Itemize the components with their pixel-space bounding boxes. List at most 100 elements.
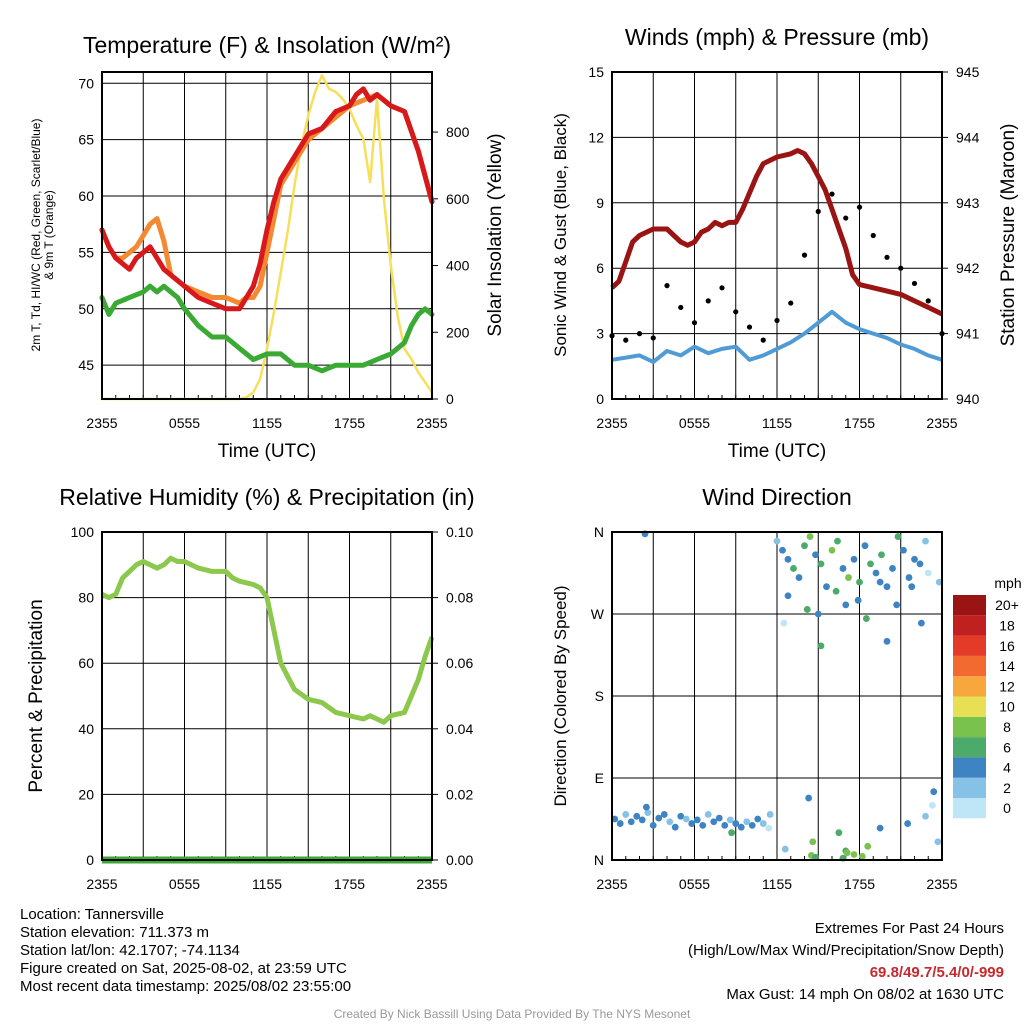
legend-swatch xyxy=(953,676,986,697)
series-temp xyxy=(99,86,435,312)
series-dewpoint xyxy=(99,283,435,374)
direction-point xyxy=(721,821,729,829)
legend-swatch xyxy=(953,737,986,758)
direction-point xyxy=(766,811,774,818)
y-tick-label: 3 xyxy=(596,326,604,342)
direction-point xyxy=(688,820,696,827)
legend-title: mph xyxy=(994,575,1021,591)
direction-point xyxy=(781,845,789,853)
gust-point xyxy=(856,204,863,210)
y-tick-label: 100 xyxy=(71,524,95,540)
gust-point xyxy=(760,337,766,343)
legend-label: 20+ xyxy=(995,597,1019,613)
direction-point xyxy=(817,642,825,650)
direction-point xyxy=(867,560,874,568)
direction-point xyxy=(858,852,866,860)
direction-point xyxy=(784,555,792,563)
y2-tick-label: 944 xyxy=(956,129,980,145)
direction-point xyxy=(710,818,718,826)
direction-point xyxy=(699,821,707,829)
direction-point xyxy=(666,818,674,826)
gust-point xyxy=(678,304,684,311)
plot-frame xyxy=(611,71,943,400)
station-location: Location: Tannersville xyxy=(20,906,164,923)
y-tick-label: W xyxy=(591,606,605,622)
x-tick-label: 2355 xyxy=(416,415,447,431)
y2-axis-label: Station Pressure (Maroon) xyxy=(998,124,1019,347)
direction-point xyxy=(889,565,896,572)
direction-point xyxy=(845,574,852,581)
direction-point xyxy=(805,794,813,802)
plot-frame xyxy=(101,71,433,400)
direction-point xyxy=(660,811,668,818)
direction-point xyxy=(795,574,803,581)
direction-point xyxy=(726,816,734,824)
direction-point xyxy=(743,818,751,826)
x-tick-label: 1155 xyxy=(252,876,282,892)
direction-point xyxy=(883,583,891,591)
direction-point xyxy=(850,851,858,858)
direction-point xyxy=(835,829,843,837)
direction-point xyxy=(935,578,943,586)
gust-point xyxy=(911,280,918,287)
direction-point xyxy=(737,823,745,831)
direction-point xyxy=(862,615,870,622)
direction-point xyxy=(806,533,814,540)
direction-point xyxy=(801,542,808,550)
direction-point xyxy=(780,619,788,627)
direction-point xyxy=(790,565,797,572)
y-tick-label: 50 xyxy=(78,301,94,317)
direction-point xyxy=(773,537,781,545)
direction-point xyxy=(633,812,641,820)
y-axis-label: Direction (Colored By Speed) xyxy=(551,585,570,806)
y-axis-label: Sonic Wind & Gust (Blue, Black) xyxy=(551,113,570,357)
direction-point xyxy=(924,569,932,577)
x-axis-label: Time (UTC) xyxy=(728,441,827,462)
legend-swatch xyxy=(953,798,986,819)
y-tick-label: 0 xyxy=(86,852,94,868)
legend-swatch xyxy=(953,777,986,798)
y-tick-label: 70 xyxy=(78,75,94,91)
x-tick-label: 0555 xyxy=(679,415,710,431)
station-latlon: Station lat/lon: 42.1707; -74.1134 xyxy=(20,942,240,959)
direction-point xyxy=(638,816,646,824)
legend-swatch xyxy=(953,696,986,717)
x-axis-label: Time (UTC) xyxy=(218,441,317,462)
direction-point xyxy=(814,610,822,618)
temperature-panel: Temperature (F) & Insolation (W/m²) 45 50 5… xyxy=(29,32,506,462)
x-tick-label: 2355 xyxy=(596,876,627,892)
direction-point xyxy=(644,809,652,817)
y2-axis-label: Solar Insolation (Yellow) xyxy=(485,133,506,336)
gust-point xyxy=(898,265,904,271)
direction-point xyxy=(878,551,885,559)
legend-swatch xyxy=(953,595,986,616)
direction-point xyxy=(765,824,773,832)
x-tick-label: 1755 xyxy=(844,876,875,892)
direction-point xyxy=(693,816,701,824)
direction-point xyxy=(928,801,936,809)
direction-point xyxy=(905,574,913,581)
x-tick-label: 2355 xyxy=(86,415,117,431)
x-tick-label: 1155 xyxy=(762,415,792,431)
extremes-title: Extremes For Past 24 Hours xyxy=(814,920,1004,937)
y2-tick-label: 945 xyxy=(956,64,980,80)
plot-frame xyxy=(101,531,433,861)
direction-point xyxy=(850,555,858,563)
legend-swatch xyxy=(953,757,986,778)
direction-point xyxy=(894,533,902,540)
direction-point xyxy=(803,606,811,613)
gust-point xyxy=(733,309,739,315)
x-tick-label: 1155 xyxy=(762,876,792,892)
legend-label: 10 xyxy=(999,699,1015,715)
direction-point xyxy=(748,821,756,829)
direction-point xyxy=(900,546,907,554)
legend-label: 6 xyxy=(1003,739,1011,755)
y-axis-label: 2m T, Td, HI/WC (Red, Green, Scarlet/Blu… xyxy=(29,119,56,352)
legend-label: 16 xyxy=(999,638,1015,654)
direction-point xyxy=(812,853,819,861)
y2-tick-label: 0 xyxy=(446,391,454,407)
direction-point xyxy=(627,818,635,826)
y2-tick-label: 400 xyxy=(446,258,470,274)
direction-point xyxy=(817,560,825,568)
